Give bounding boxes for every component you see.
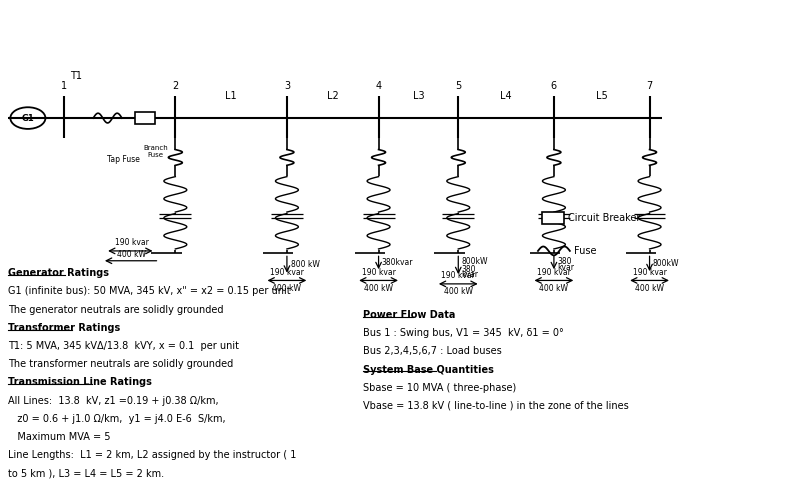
Text: 190 kvar: 190 kvar <box>270 268 304 277</box>
Text: 7: 7 <box>646 81 653 91</box>
Text: 800kW: 800kW <box>461 257 488 266</box>
Text: 400 kW: 400 kW <box>117 250 146 259</box>
Text: Generator Ratings: Generator Ratings <box>8 268 109 278</box>
Text: 1: 1 <box>61 81 67 91</box>
Text: System Base Quantities: System Base Quantities <box>363 365 493 374</box>
Text: L3: L3 <box>413 91 424 101</box>
Text: The transformer neutrals are solidly grounded: The transformer neutrals are solidly gro… <box>8 359 234 369</box>
Text: kvar: kvar <box>461 270 478 278</box>
Text: T1: 5 MVA, 345 kVΔ/13.8  kVY, x = 0.1  per unit: T1: 5 MVA, 345 kVΔ/13.8 kVY, x = 0.1 per… <box>8 341 239 351</box>
Text: L2: L2 <box>327 91 339 101</box>
Text: Bus 1 : Swing bus, V1 = 345  kV, δ1 = 0°: Bus 1 : Swing bus, V1 = 345 kV, δ1 = 0° <box>363 328 563 338</box>
Text: Maximum MVA = 5: Maximum MVA = 5 <box>8 432 111 442</box>
Text: 380: 380 <box>461 265 476 274</box>
Text: Sbase = 10 MVA ( three-phase): Sbase = 10 MVA ( three-phase) <box>363 383 516 393</box>
Text: 400 kW: 400 kW <box>273 284 301 293</box>
Text: Transmission Line Ratings: Transmission Line Ratings <box>8 377 152 387</box>
Text: 6: 6 <box>551 81 557 91</box>
Text: Circuit Breaker: Circuit Breaker <box>568 213 641 223</box>
Text: z0 = 0.6 + j1.0 Ω/km,  y1 = j4.0 E-6  S/km,: z0 = 0.6 + j1.0 Ω/km, y1 = j4.0 E-6 S/km… <box>8 414 226 424</box>
Bar <box>542 212 564 224</box>
Text: 190 kvar: 190 kvar <box>442 272 475 280</box>
Text: L5: L5 <box>596 91 607 101</box>
Text: Tap Fuse: Tap Fuse <box>107 155 140 164</box>
Text: 2: 2 <box>172 81 179 91</box>
Text: to 5 km ), L3 = L4 = L5 = 2 km.: to 5 km ), L3 = L4 = L5 = 2 km. <box>8 468 164 478</box>
Text: Vbase = 13.8 kV ( line-to-line ) in the zone of the lines: Vbase = 13.8 kV ( line-to-line ) in the … <box>363 401 628 411</box>
Text: T1: T1 <box>69 71 82 81</box>
Text: L1: L1 <box>226 91 237 101</box>
Text: All Lines:  13.8  kV, z1 =0.19 + j0.38 Ω/km,: All Lines: 13.8 kV, z1 =0.19 + j0.38 Ω/k… <box>8 396 218 405</box>
Text: 190 kvar: 190 kvar <box>633 268 666 277</box>
Text: 400 kW: 400 kW <box>635 284 664 293</box>
Text: L4: L4 <box>501 91 512 101</box>
Bar <box>135 112 155 124</box>
Text: 190 kvar: 190 kvar <box>537 268 571 277</box>
Text: 5: 5 <box>455 81 461 91</box>
Text: 380: 380 <box>557 257 571 266</box>
Text: 400 kW: 400 kW <box>444 287 473 296</box>
Text: 380kvar: 380kvar <box>382 258 414 267</box>
Text: Bus 2,3,4,5,6,7 : Load buses: Bus 2,3,4,5,6,7 : Load buses <box>363 346 501 356</box>
Text: Fuse: Fuse <box>574 246 596 256</box>
Text: Power Flow Data: Power Flow Data <box>363 310 455 320</box>
Text: The generator neutrals are solidly grounded: The generator neutrals are solidly groun… <box>8 305 223 314</box>
Text: kvar: kvar <box>557 263 574 272</box>
Text: 800 kW: 800 kW <box>291 260 320 269</box>
Text: Line Lengths:  L1 = 2 km, L2 assigned by the instructor ( 1: Line Lengths: L1 = 2 km, L2 assigned by … <box>8 450 296 460</box>
Text: Transformer Ratings: Transformer Ratings <box>8 323 120 333</box>
Text: 400 kW: 400 kW <box>364 284 393 293</box>
Text: 4: 4 <box>375 81 382 91</box>
Text: G1: G1 <box>22 114 34 123</box>
Text: G1 (infinite bus): 50 MVA, 345 kV, x" = x2 = 0.15 per unit: G1 (infinite bus): 50 MVA, 345 kV, x" = … <box>8 286 291 296</box>
Text: 3: 3 <box>284 81 290 91</box>
Text: 400 kW: 400 kW <box>540 284 568 293</box>
Text: 190 kvar: 190 kvar <box>362 268 395 277</box>
Text: 800kW: 800kW <box>653 259 679 268</box>
Text: Branch
Fuse: Branch Fuse <box>143 145 168 158</box>
Text: 190 kvar: 190 kvar <box>115 238 148 247</box>
